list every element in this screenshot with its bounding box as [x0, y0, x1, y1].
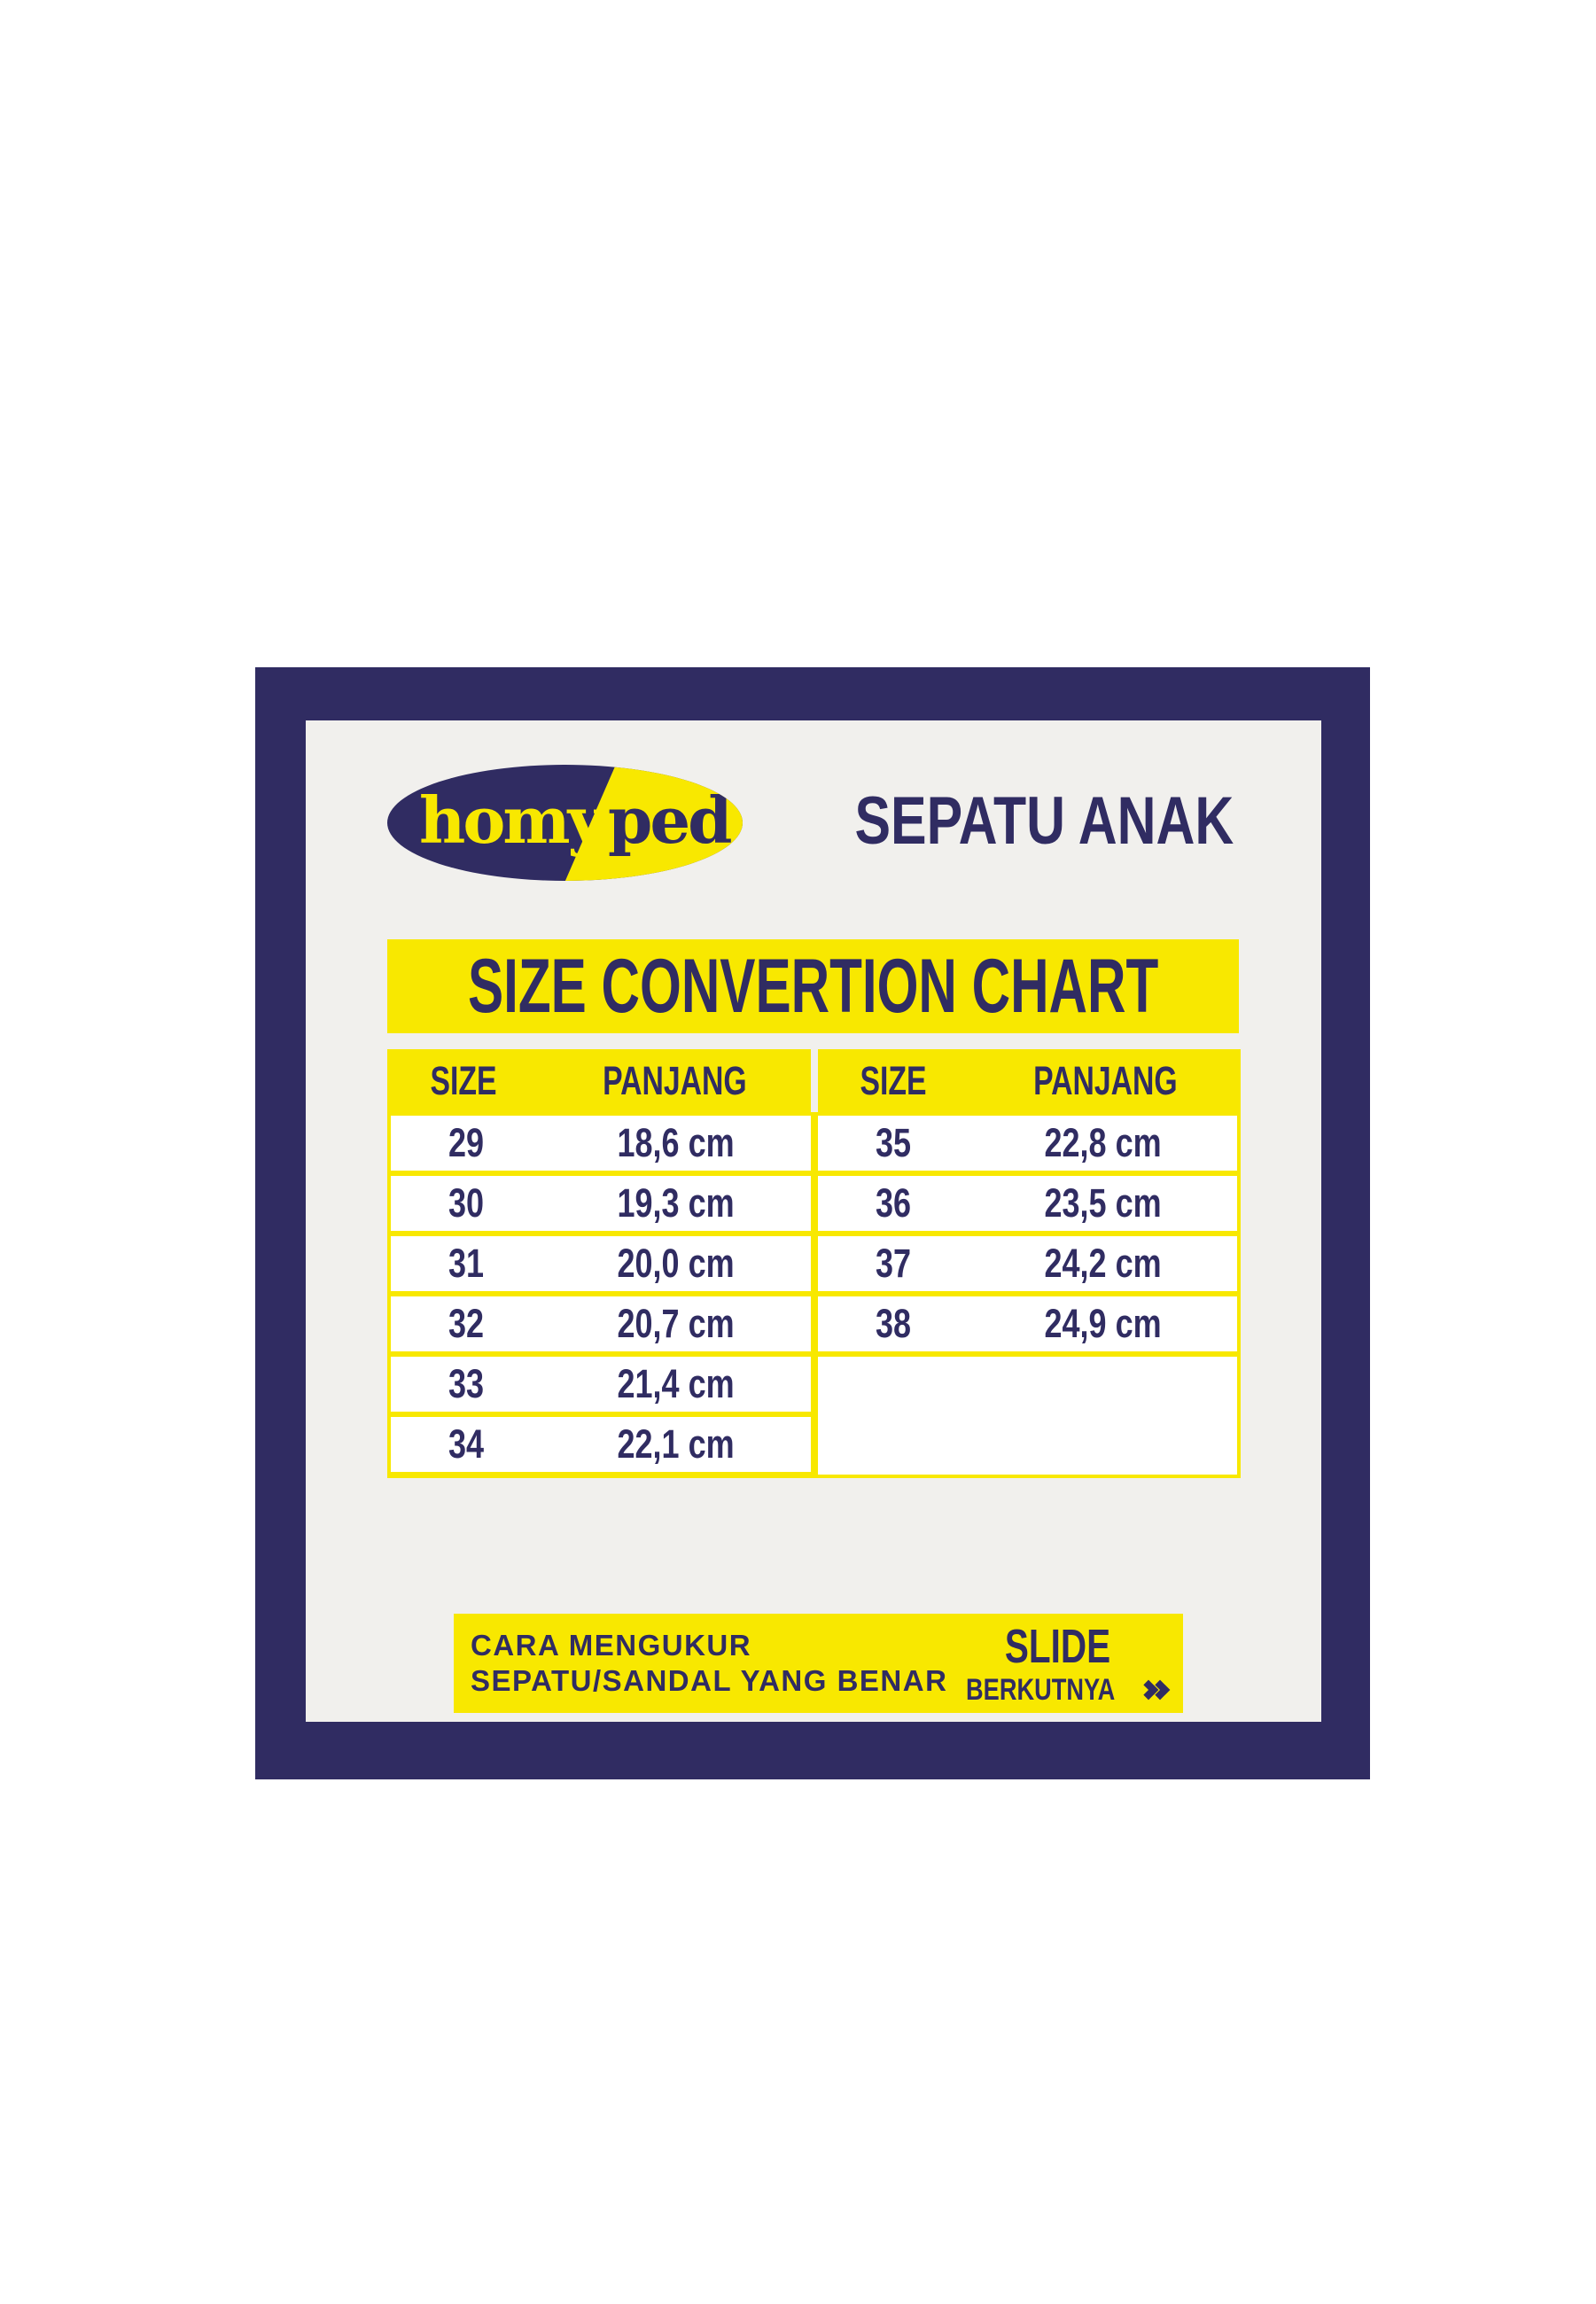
size-row: 35 22,8 cm — [817, 1116, 1237, 1171]
column-header-label: SIZE — [860, 1057, 927, 1103]
table-body: 29 18,6 cm 30 19,3 cm 31 20,0 cm 32 20,7 cm 33 21… — [387, 1112, 1241, 1478]
page-title: SEPATU ANAK — [807, 788, 1268, 855]
footer-text: CARA MENGUKUR SEPATU/SANDAL YANG BENAR — [471, 1628, 947, 1699]
panjang-cell: 22,8 cm — [969, 1120, 1237, 1166]
size-value: 32 — [448, 1301, 485, 1346]
footer-text-line1: CARA MENGUKUR — [471, 1629, 752, 1662]
size-row: 36 23,5 cm — [817, 1176, 1237, 1231]
table-body-left: 29 18,6 cm 30 19,3 cm 31 20,0 cm 32 20,7 cm 33 21… — [391, 1116, 811, 1475]
panjang-value: 23,5 cm — [1044, 1180, 1162, 1226]
size-value: 31 — [448, 1241, 485, 1286]
panjang-value: 20,0 cm — [617, 1241, 736, 1286]
card-frame: homy ped SEPATU ANAK SIZE CONVERTION CHA… — [255, 667, 1370, 1779]
size-value: 34 — [448, 1421, 485, 1467]
title-banner-text: SIZE CONVERTION CHART — [467, 943, 1159, 1029]
size-row: 37 24,2 cm — [817, 1236, 1237, 1291]
panjang-cell: 24,9 cm — [969, 1301, 1237, 1347]
footer-banner[interactable]: CARA MENGUKUR SEPATU/SANDAL YANG BENAR S… — [454, 1614, 1183, 1713]
size-value: 36 — [875, 1180, 911, 1226]
panjang-value: 22,1 cm — [617, 1421, 736, 1467]
chevron-right-icon — [1149, 1679, 1171, 1700]
panjang-value: 20,7 cm — [617, 1301, 736, 1346]
size-cell: 30 — [391, 1180, 541, 1226]
size-cell: 37 — [818, 1241, 969, 1287]
size-cell: 34 — [391, 1421, 541, 1467]
slide-next-row: BERKUTNYA — [947, 1675, 1171, 1705]
size-value: 38 — [875, 1301, 911, 1346]
size-conversion-table: SIZE PANJANG SIZE PANJANG — [387, 1049, 1241, 1478]
column-header-label: PANJANG — [603, 1057, 747, 1103]
panjang-value: 22,8 cm — [1044, 1120, 1162, 1165]
size-cell: 38 — [818, 1301, 969, 1347]
panjang-value: 19,3 cm — [617, 1180, 736, 1226]
size-row: 31 20,0 cm — [391, 1236, 811, 1291]
panjang-cell: 18,6 cm — [541, 1120, 810, 1166]
panjang-value: 24,9 cm — [1044, 1301, 1162, 1346]
size-value: 35 — [875, 1120, 911, 1165]
logo-text-ped: ped — [608, 782, 732, 858]
panjang-value: 18,6 cm — [617, 1120, 736, 1165]
size-cell: 36 — [818, 1180, 969, 1226]
size-cell: 35 — [818, 1120, 969, 1166]
footer-slide: SLIDE BERKUTNYA — [947, 1623, 1171, 1705]
panjang-cell: 22,1 cm — [541, 1421, 810, 1467]
panjang-cell: 20,0 cm — [541, 1241, 810, 1287]
panjang-cell: 21,4 cm — [541, 1361, 810, 1407]
next-label: BERKUTNYA — [947, 1675, 1133, 1705]
logo-text-homy: homy — [419, 782, 604, 858]
size-cell: 29 — [391, 1120, 541, 1166]
column-header-size: SIZE — [818, 1058, 970, 1104]
column-header-panjang: PANJANG — [969, 1058, 1241, 1104]
size-value: 30 — [448, 1180, 485, 1226]
footer-text-line2: SEPATU/SANDAL YANG BENAR — [471, 1664, 948, 1697]
size-row: 38 24,9 cm — [817, 1296, 1237, 1351]
column-header-panjang: PANJANG — [540, 1058, 811, 1104]
size-value: 29 — [448, 1120, 485, 1165]
panjang-value: 21,4 cm — [617, 1361, 736, 1406]
size-row: 33 21,4 cm — [391, 1357, 811, 1412]
panjang-cell: 24,2 cm — [969, 1241, 1237, 1287]
slide-label: SLIDE — [987, 1623, 1128, 1670]
panjang-cell: 19,3 cm — [541, 1180, 810, 1226]
page-title-text: SEPATU ANAK — [854, 783, 1234, 859]
title-banner: SIZE CONVERTION CHART — [387, 939, 1239, 1033]
table-header-right: SIZE PANJANG — [817, 1049, 1241, 1112]
table-header: SIZE PANJANG SIZE PANJANG — [387, 1049, 1241, 1112]
table-header-left: SIZE PANJANG — [387, 1049, 811, 1112]
column-header-label: PANJANG — [1032, 1057, 1178, 1103]
homyped-logo: homy ped — [387, 765, 743, 881]
column-header-size: SIZE — [387, 1058, 540, 1104]
size-row: 30 19,3 cm — [391, 1176, 811, 1231]
size-row: 34 22,1 cm — [391, 1417, 811, 1472]
panjang-cell: 23,5 cm — [969, 1180, 1237, 1226]
table-body-right: 35 22,8 cm 36 23,5 cm 37 24,2 cm 38 24,9 cm — [817, 1116, 1237, 1475]
column-header-label: SIZE — [430, 1057, 497, 1103]
size-row: 29 18,6 cm — [391, 1116, 811, 1171]
panjang-cell: 20,7 cm — [541, 1301, 810, 1347]
empty-cell — [817, 1357, 1237, 1475]
card-panel: homy ped SEPATU ANAK SIZE CONVERTION CHA… — [306, 720, 1321, 1722]
slide-label-text: SLIDE — [1004, 1619, 1110, 1673]
size-value: 33 — [448, 1361, 485, 1406]
size-row: 32 20,7 cm — [391, 1296, 811, 1351]
panjang-value: 24,2 cm — [1044, 1241, 1162, 1286]
next-label-text: BERKUTNYA — [966, 1672, 1116, 1707]
size-cell: 31 — [391, 1241, 541, 1287]
size-cell: 33 — [391, 1361, 541, 1407]
size-value: 37 — [875, 1241, 911, 1286]
size-cell: 32 — [391, 1301, 541, 1347]
